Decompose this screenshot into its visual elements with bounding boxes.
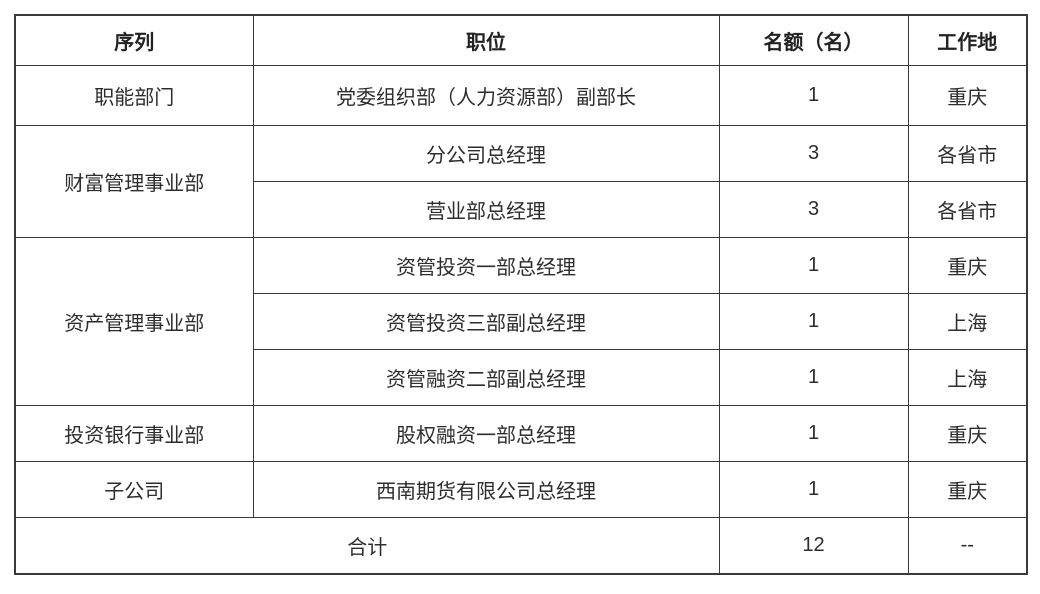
cell-position: 资管投资一部总经理 [252, 236, 720, 294]
cell-position: 营业部总经理 [252, 180, 720, 238]
header-row: 序列 职位 名额（名） 工作地 [14, 14, 1028, 66]
cell-dept: 子公司 [14, 460, 254, 518]
header-position: 职位 [252, 14, 720, 66]
cell-dept: 投资银行事业部 [14, 404, 254, 462]
cell-location: 各省市 [907, 124, 1028, 182]
table-container: 序列 职位 名额（名） 工作地 职能部门 党委组织部（人力资源部）副部长 1 重… [14, 14, 1028, 575]
cell-quota: 1 [718, 292, 909, 350]
total-quota: 12 [718, 516, 909, 575]
cell-location: 各省市 [907, 180, 1028, 238]
cell-quota: 1 [718, 404, 909, 462]
cell-location: 上海 [907, 292, 1028, 350]
table-row: 职能部门 党委组织部（人力资源部）副部长 1 重庆 [14, 64, 1028, 126]
total-label: 合计 [14, 516, 720, 575]
cell-location: 重庆 [907, 64, 1028, 126]
cell-quota: 3 [718, 124, 909, 182]
cell-dept: 资产管理事业部 [14, 236, 254, 406]
cell-dept: 职能部门 [14, 64, 254, 126]
cell-quota: 1 [718, 236, 909, 294]
cell-quota: 1 [718, 64, 909, 126]
table-row: 资产管理事业部 资管投资一部总经理 1 重庆 [14, 236, 1028, 406]
cell-quota: 1 [718, 348, 909, 406]
cell-position: 资管融资二部副总经理 [252, 348, 720, 406]
total-row: 合计 12 -- [14, 516, 1028, 575]
table-row: 财富管理事业部 分公司总经理 3 各省市 [14, 124, 1028, 238]
table-row: 投资银行事业部 股权融资一部总经理 1 重庆 [14, 404, 1028, 462]
table-row: 资管融资二部副总经理 1 上海 [15, 348, 1028, 406]
cell-position: 西南期货有限公司总经理 [252, 460, 720, 518]
cell-position: 股权融资一部总经理 [252, 404, 720, 462]
cell-location: 重庆 [907, 236, 1028, 294]
cell-location: 重庆 [907, 460, 1028, 518]
table-row: 子公司 西南期货有限公司总经理 1 重庆 [14, 460, 1028, 518]
header-quota: 名额（名） [718, 14, 909, 66]
cell-position: 分公司总经理 [252, 124, 720, 182]
cell-dept: 财富管理事业部 [14, 124, 254, 238]
header-location: 工作地 [907, 14, 1028, 66]
cell-quota: 1 [718, 460, 909, 518]
cell-location: 上海 [907, 348, 1028, 406]
total-location: -- [907, 516, 1028, 575]
recruitment-table: 序列 职位 名额（名） 工作地 职能部门 党委组织部（人力资源部）副部长 1 重… [14, 14, 1028, 575]
cell-quota: 3 [718, 180, 909, 238]
cell-location: 重庆 [907, 404, 1028, 462]
cell-position: 党委组织部（人力资源部）副部长 [252, 64, 720, 126]
header-sequence: 序列 [14, 14, 254, 66]
table-row: 营业部总经理 3 各省市 [15, 180, 1028, 238]
cell-position: 资管投资三部副总经理 [252, 292, 720, 350]
